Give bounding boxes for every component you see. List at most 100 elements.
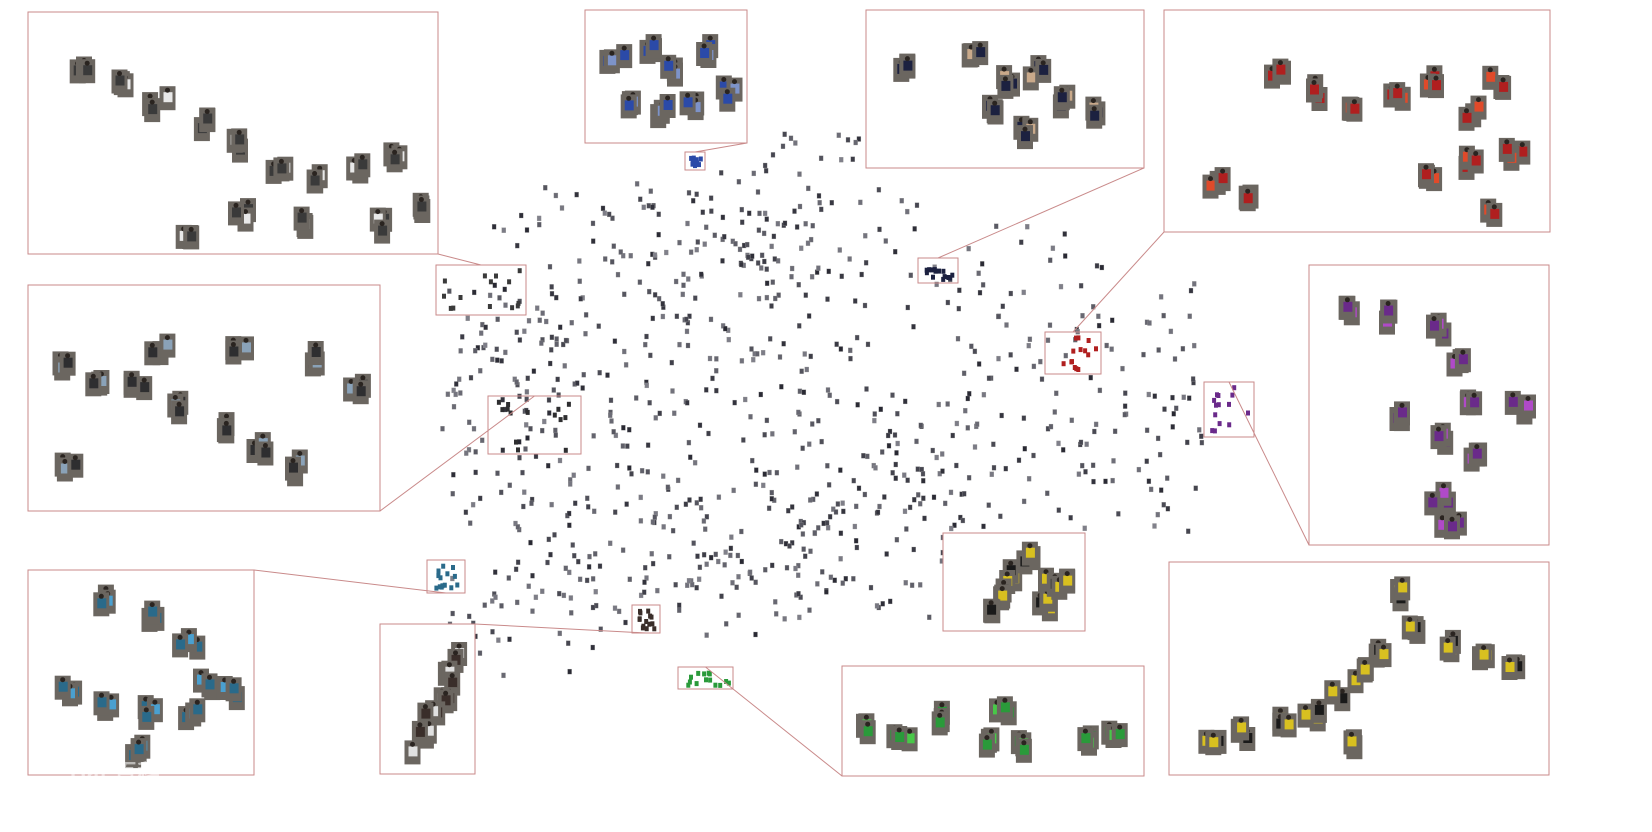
embedding-point: [499, 489, 504, 496]
embedding-point: [1199, 433, 1204, 439]
embedding-point: [650, 204, 655, 210]
embedding-point: [529, 500, 534, 506]
embedding-point: [694, 191, 699, 197]
callout-gray-white-group: [27, 11, 527, 316]
source-point: [724, 679, 729, 684]
person-crop-head: [60, 677, 66, 683]
person-crop-head: [907, 728, 913, 734]
embedding-point: [549, 334, 555, 340]
person-crop-head: [204, 109, 210, 114]
embedding-point: [548, 551, 553, 558]
embedding-point: [1158, 294, 1164, 300]
source-point: [641, 623, 646, 629]
person-crop-head: [1474, 444, 1480, 450]
source-point: [1216, 393, 1221, 398]
embedding-point: [892, 432, 898, 438]
embedding-point: [955, 336, 961, 342]
embedding-point: [638, 518, 644, 524]
embedding-point: [555, 376, 560, 383]
embedding-point: [478, 368, 483, 374]
embedding-point: [825, 463, 830, 469]
source-point: [702, 671, 707, 677]
embedding-point: [483, 324, 488, 330]
embedding-point: [543, 185, 548, 191]
embedding-point: [934, 454, 939, 461]
embedding-point: [916, 492, 921, 498]
embedding-point: [747, 569, 753, 575]
person-crop-shirt: [1524, 400, 1533, 411]
embedding-point: [495, 470, 500, 476]
embedding-point: [646, 261, 651, 267]
source-point: [441, 563, 446, 569]
embedding-point: [450, 491, 455, 497]
embedding-point: [818, 155, 824, 161]
embedding-point: [967, 391, 972, 397]
person-crop-shirt: [1479, 649, 1489, 660]
embedding-point: [762, 432, 767, 438]
embedding-point: [769, 489, 774, 496]
source-point: [690, 160, 695, 166]
embedding-point: [799, 368, 804, 374]
embedding-point: [991, 465, 997, 471]
embedding-point: [1092, 428, 1097, 435]
embedding-point: [661, 524, 666, 530]
embedding-point: [454, 381, 459, 387]
embedding-point: [471, 426, 477, 432]
embedding-point: [716, 558, 721, 565]
embedding-point: [649, 551, 654, 557]
person-crop-head: [904, 56, 910, 62]
embedding-point: [673, 278, 679, 285]
person-crop-head: [999, 586, 1005, 592]
person-crop-shirt: [142, 711, 152, 722]
embedding-point: [1104, 342, 1109, 349]
embedding-point: [724, 621, 729, 627]
source-point: [434, 585, 439, 591]
embedding-point: [949, 525, 954, 532]
embedding-point: [976, 361, 982, 367]
embedding-point: [1122, 403, 1128, 409]
embedding-point: [697, 422, 703, 428]
embedding-point: [1096, 322, 1102, 329]
embedding-point: [613, 432, 619, 439]
embedding-point: [888, 598, 893, 605]
person-crop-shirt: [1328, 686, 1338, 697]
person-crop-shirt: [1243, 193, 1253, 204]
embedding-point: [739, 358, 745, 364]
person-crop-shirt: [417, 201, 427, 212]
embedding-point: [761, 482, 766, 489]
person-crop-head: [290, 458, 296, 464]
embedding-point: [763, 168, 769, 174]
embedding-point: [657, 410, 662, 417]
embedding-point: [683, 501, 689, 507]
embedding-point: [786, 508, 791, 514]
person-crop-head: [278, 158, 284, 164]
embedding-point: [563, 565, 568, 571]
source-point: [1227, 401, 1231, 407]
embedding-point: [872, 417, 877, 424]
callout-connector: [474, 623, 647, 634]
embedding-point: [716, 494, 722, 500]
source-point: [1078, 347, 1083, 353]
embedding-point: [544, 318, 549, 325]
embedding-point: [1008, 352, 1013, 358]
embedding-point: [894, 537, 900, 543]
embedding-point: [525, 375, 530, 381]
person-crop-shirt: [976, 47, 986, 58]
embedding-point: [1144, 458, 1149, 464]
person-crop-shirt: [378, 225, 388, 236]
person-crop-head: [207, 674, 212, 680]
embedding-point: [858, 199, 863, 206]
embedding-point: [876, 187, 882, 193]
embedding-point: [902, 508, 908, 514]
person-crop-shirt: [1462, 112, 1472, 123]
embedding-point: [665, 484, 671, 490]
embedding-point: [696, 576, 702, 582]
source-point: [510, 305, 515, 311]
source-point: [698, 156, 703, 162]
source-point: [1086, 338, 1091, 343]
embedding-point: [803, 553, 808, 559]
embedding-point: [854, 334, 860, 341]
person-crop-head: [84, 60, 90, 66]
embedding-point: [1080, 462, 1085, 469]
embedding-point: [826, 268, 831, 275]
